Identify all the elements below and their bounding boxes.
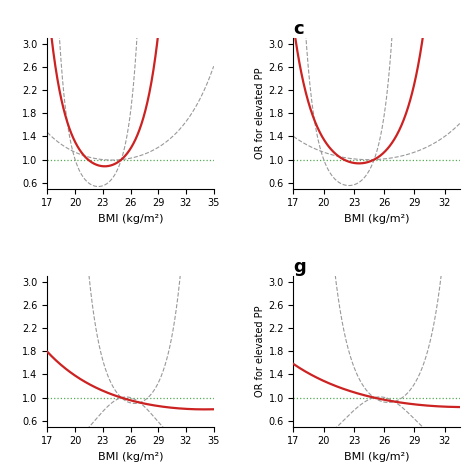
- Y-axis label: OR for elevated PP: OR for elevated PP: [255, 305, 265, 397]
- X-axis label: BMI (kg/m²): BMI (kg/m²): [344, 452, 410, 462]
- X-axis label: BMI (kg/m²): BMI (kg/m²): [98, 214, 163, 224]
- Text: g: g: [293, 258, 306, 276]
- Text: c: c: [293, 20, 304, 38]
- Y-axis label: OR for elevated PP: OR for elevated PP: [255, 67, 265, 159]
- X-axis label: BMI (kg/m²): BMI (kg/m²): [344, 214, 410, 224]
- X-axis label: BMI (kg/m²): BMI (kg/m²): [98, 452, 163, 462]
